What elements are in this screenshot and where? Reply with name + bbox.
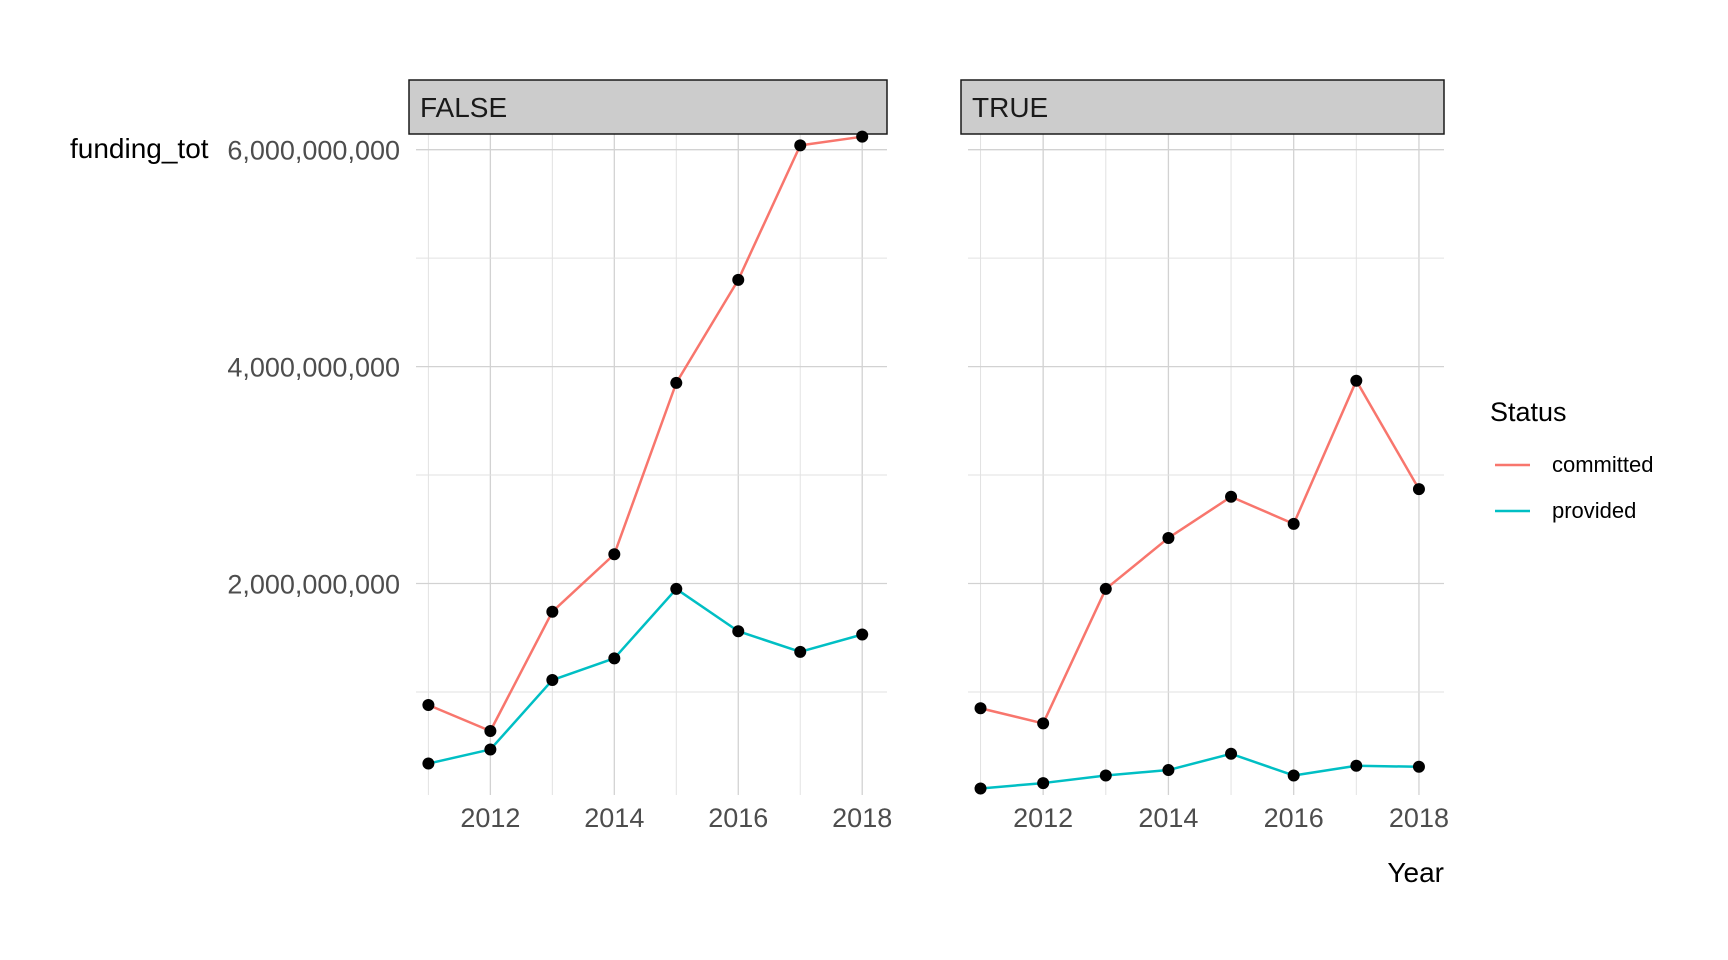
facet-strip-label: TRUE [972, 92, 1048, 123]
data-point-committed [670, 376, 683, 389]
panel-true: TRUE 2012 2014 2016 2018 [960, 79, 1449, 833]
data-point-provided [1225, 747, 1238, 760]
y-tick-label: 6,000,000,000 [227, 136, 400, 166]
data-point-provided [974, 782, 987, 795]
x-tick-label: 2018 [832, 803, 892, 833]
legend-title: Status [1490, 397, 1567, 427]
data-point-provided [794, 645, 807, 658]
legend-label-provided: provided [1552, 498, 1636, 523]
series-line-committed [427, 135, 863, 733]
data-point-committed [974, 702, 987, 715]
data-point-provided [1099, 769, 1112, 782]
data-point-committed [732, 273, 745, 286]
data-point-committed [794, 139, 807, 152]
data-point-committed [1037, 717, 1050, 730]
data-point-committed [608, 548, 621, 561]
x-tick-label: 2014 [584, 803, 644, 833]
data-point-committed [1162, 531, 1175, 544]
data-point-committed [1350, 374, 1363, 387]
data-point-provided [546, 674, 559, 687]
series-line-committed [980, 379, 1421, 725]
panels: FALSE 2012 2014 2016 2018 TRUE 2012 2014 2016 201… [408, 79, 1449, 833]
x-tick-label: 2012 [1013, 803, 1073, 833]
x-tick-label: 2016 [1264, 803, 1324, 833]
data-point-provided [856, 628, 869, 641]
facet-strip [960, 79, 1445, 135]
data-point-committed [856, 130, 869, 143]
y-axis: 2,000,000,000 4,000,000,000 6,000,000,000 [227, 136, 400, 600]
data-point-provided [1037, 777, 1050, 790]
data-point-provided [608, 652, 621, 665]
data-point-committed [546, 605, 559, 618]
data-point-committed [1287, 517, 1300, 530]
x-tick-label: 2018 [1389, 803, 1449, 833]
legend-label-committed: committed [1552, 452, 1653, 477]
facet-strip-label: FALSE [420, 92, 507, 123]
data-point-committed [422, 698, 435, 711]
legend: Status committed provided [1490, 397, 1653, 523]
data-point-committed [1225, 490, 1238, 503]
data-point-provided [1287, 769, 1300, 782]
data-point-committed [1099, 582, 1112, 595]
y-axis-title: funding_tot [70, 133, 209, 164]
data-point-provided [422, 757, 435, 770]
series-line-provided [980, 752, 1419, 790]
y-tick-label: 2,000,000,000 [227, 570, 400, 600]
data-point-provided [1350, 759, 1363, 772]
facet-strip [408, 79, 888, 135]
data-point-provided [732, 625, 745, 638]
series-line-provided [428, 587, 863, 765]
data-point-provided [670, 582, 683, 595]
x-tick-label: 2014 [1138, 803, 1198, 833]
y-tick-label: 4,000,000,000 [227, 353, 400, 383]
data-point-provided [1412, 760, 1425, 773]
data-point-provided [1162, 764, 1175, 777]
data-point-provided [484, 743, 497, 756]
panel-false: FALSE 2012 2014 2016 2018 [408, 79, 892, 833]
x-tick-label: 2012 [460, 803, 520, 833]
x-tick-label: 2016 [708, 803, 768, 833]
data-point-committed [484, 725, 497, 738]
x-axis-title: Year [1387, 857, 1444, 888]
data-point-committed [1412, 483, 1425, 496]
